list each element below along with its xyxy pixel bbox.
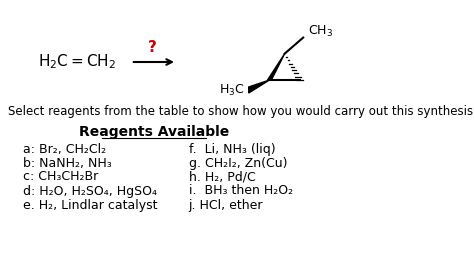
Text: CH$_3$: CH$_3$ — [308, 24, 333, 39]
Text: h. H₂, Pd/C: h. H₂, Pd/C — [189, 170, 255, 183]
Text: Reagents Available: Reagents Available — [79, 125, 229, 139]
Polygon shape — [267, 54, 285, 80]
Text: b: NaNH₂, NH₃: b: NaNH₂, NH₃ — [23, 157, 112, 170]
Text: g. CH₂I₂, Zn(Cu): g. CH₂I₂, Zn(Cu) — [189, 157, 287, 170]
Text: Select reagents from the table to show how you would carry out this synthesis.: Select reagents from the table to show h… — [8, 106, 474, 118]
Text: j. HCl, ether: j. HCl, ether — [189, 198, 263, 212]
Polygon shape — [249, 80, 269, 93]
Text: H$_3$C: H$_3$C — [219, 82, 245, 98]
Text: H$_2$C$=$CH$_2$: H$_2$C$=$CH$_2$ — [38, 53, 116, 71]
Text: a: Br₂, CH₂Cl₂: a: Br₂, CH₂Cl₂ — [23, 142, 106, 155]
Text: ?: ? — [148, 40, 157, 54]
Text: i.  BH₃ then H₂O₂: i. BH₃ then H₂O₂ — [189, 185, 292, 197]
Text: e. H₂, Lindlar catalyst: e. H₂, Lindlar catalyst — [23, 198, 157, 212]
Text: c: CH₃CH₂Br: c: CH₃CH₂Br — [23, 170, 98, 183]
Text: f.  Li, NH₃ (liq): f. Li, NH₃ (liq) — [189, 142, 275, 155]
Text: d: H₂O, H₂SO₄, HgSO₄: d: H₂O, H₂SO₄, HgSO₄ — [23, 185, 157, 197]
